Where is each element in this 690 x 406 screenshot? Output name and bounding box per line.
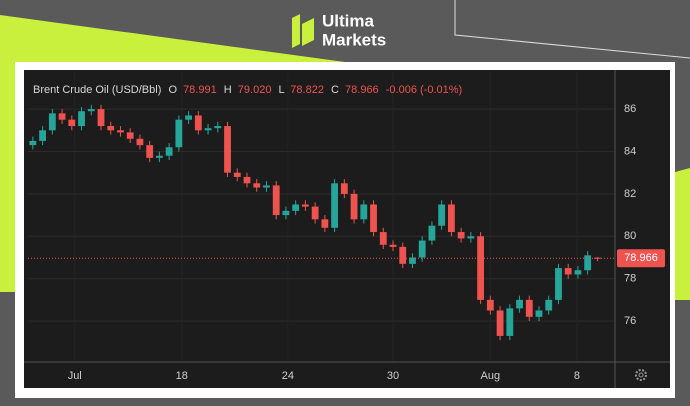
gear-center: [638, 372, 644, 378]
candle-body: [584, 255, 592, 271]
candle-body: [97, 109, 105, 127]
ohlc-label: H: [224, 84, 232, 96]
candle-body: [126, 132, 134, 139]
candle-body: [447, 204, 455, 233]
candle-body: [564, 268, 572, 275]
candle-body: [107, 126, 115, 131]
ohlc-value: 79.020: [238, 84, 272, 96]
candle-body: [58, 113, 66, 120]
candle-body: [292, 204, 300, 211]
candle-body: [155, 155, 163, 158]
candle-body: [175, 119, 183, 148]
x-tick-label: 18: [176, 370, 188, 382]
candle-body: [574, 270, 582, 275]
chart-area: [24, 70, 670, 388]
candle-body: [331, 183, 339, 228]
candle-body: [263, 185, 270, 188]
last-price-label: 78.966: [624, 252, 658, 264]
candle-body: [593, 257, 601, 259]
candle-body: [87, 109, 95, 112]
y-tick-label: 80: [624, 230, 636, 242]
logo: Ultima Markets: [292, 11, 386, 49]
candle-body: [340, 183, 348, 194]
candle-body: [418, 240, 426, 258]
candle-body: [399, 246, 407, 264]
candle-body: [194, 115, 202, 131]
chart-title: Brent Crude Oil (USD/Bbl): [33, 84, 161, 96]
candle-body: [78, 111, 85, 127]
brand-line2: Markets: [322, 30, 386, 49]
candle-body: [224, 126, 231, 173]
candle-body: [555, 268, 562, 300]
candle-body: [48, 113, 56, 131]
accent-shape: [675, 168, 690, 300]
candle-body: [311, 206, 319, 220]
candle-body: [496, 310, 504, 336]
logo-mark: [292, 14, 300, 48]
candle-body: [379, 232, 387, 245]
candle-body: [370, 204, 377, 233]
candle-body: [389, 244, 397, 247]
ohlc-value: 78.966: [345, 84, 379, 96]
y-tick-label: 76: [624, 315, 636, 327]
change: -0.006 (-0.01%): [386, 84, 462, 96]
candle-body: [204, 128, 212, 131]
candle-body: [185, 115, 193, 120]
candle-body: [301, 204, 309, 207]
candle-body: [350, 193, 358, 220]
x-tick-label: 8: [574, 370, 580, 382]
candle-body: [253, 183, 261, 188]
candle-body: [165, 147, 173, 156]
candle-body: [477, 236, 485, 300]
decor-line: [454, 0, 690, 59]
settings-icon[interactable]: [635, 369, 647, 381]
candle-body: [360, 204, 368, 220]
chart-header: Brent Crude Oil (USD/Bbl) O 78.991 H 79.…: [33, 84, 462, 96]
candle-body: [243, 176, 251, 184]
candle-body: [486, 299, 494, 311]
candle-body: [214, 126, 222, 129]
candle-body: [457, 232, 465, 239]
gear: [635, 369, 647, 381]
candle-body: [467, 236, 475, 239]
y-tick-label: 86: [624, 103, 636, 115]
candle-body: [29, 140, 37, 146]
candle-body: [428, 225, 436, 241]
last-price-box: [617, 249, 665, 268]
brand-line1: Ultima: [322, 11, 375, 30]
ohlc-label: O: [168, 84, 177, 96]
ohlc-label: C: [331, 84, 339, 96]
candle-body: [272, 185, 280, 216]
candle-body: [321, 219, 329, 228]
y-tick-label: 78: [624, 273, 636, 285]
logo-mark: [302, 18, 314, 46]
candle-body: [233, 172, 241, 177]
x-tick-label: Aug: [481, 370, 501, 382]
ohlc-label: L: [279, 84, 285, 96]
ohlc-value: 78.991: [183, 84, 217, 96]
ohlc-value: 78.822: [290, 84, 324, 96]
candle-body: [117, 130, 124, 133]
y-tick-label: 82: [624, 188, 636, 200]
accent-shape: [0, 62, 15, 292]
candle-body: [282, 210, 290, 216]
y-tick-label: 84: [624, 145, 636, 157]
accent-shape: [0, 15, 345, 62]
x-tick-label: Jul: [68, 370, 82, 382]
plot: 76 78 80 82 84 86 Jul 18 24 30 Aug 8 78.966: [24, 70, 670, 388]
candle-body: [39, 130, 47, 141]
x-tick-label: 24: [282, 370, 294, 382]
candle-body: [438, 204, 446, 226]
candle-body: [68, 119, 76, 127]
candle-body: [535, 310, 543, 317]
candle-body: [516, 299, 523, 309]
candle-body: [146, 145, 154, 158]
candle-body: [525, 299, 533, 317]
candle-body: [136, 138, 144, 146]
candle-body: [409, 257, 416, 264]
candle-body: [506, 308, 514, 336]
x-tick-label: 30: [387, 370, 399, 382]
candle-body: [545, 299, 553, 311]
